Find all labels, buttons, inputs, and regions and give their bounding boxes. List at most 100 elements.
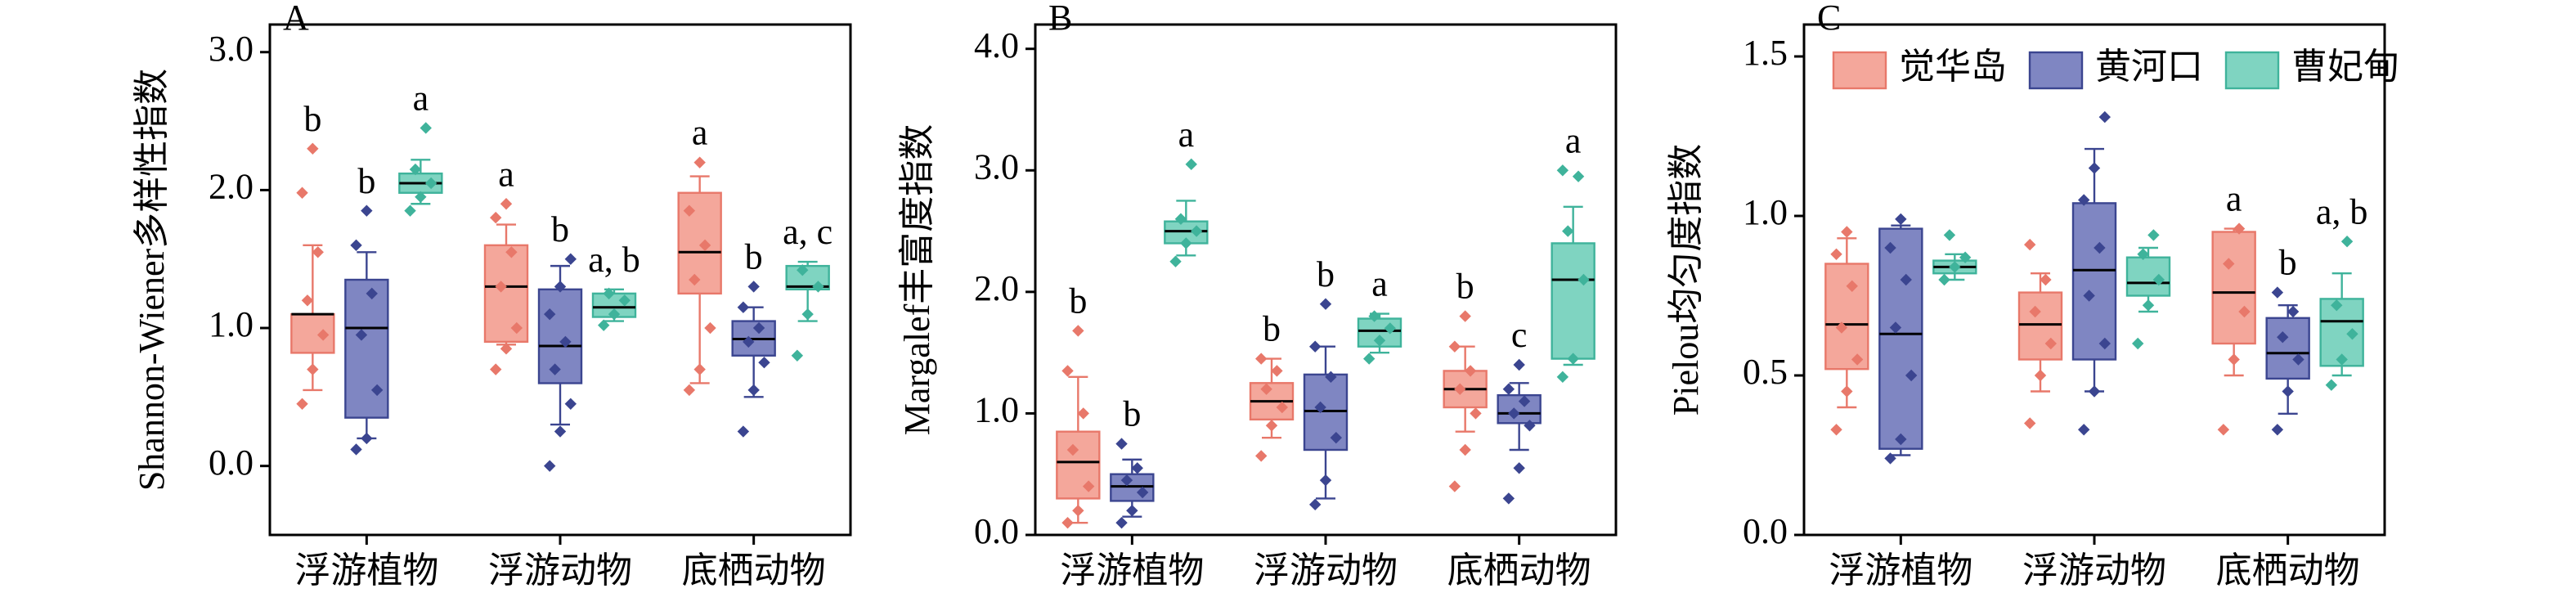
data-point bbox=[1330, 431, 1342, 444]
data-point bbox=[1072, 325, 1084, 337]
data-point bbox=[1513, 358, 1525, 371]
data-point bbox=[1115, 438, 1128, 450]
data-point bbox=[747, 281, 760, 293]
y-axis-label: Margalef丰富度指数 bbox=[897, 124, 937, 435]
data-point bbox=[355, 329, 368, 341]
significance-label: a bbox=[2226, 179, 2242, 219]
data-point bbox=[564, 253, 577, 265]
data-point bbox=[2083, 290, 2095, 302]
box bbox=[344, 278, 389, 419]
legend-label: 觉华岛 bbox=[1899, 47, 2007, 87]
x-tick-label: 浮游动物 bbox=[2022, 550, 2166, 591]
data-point bbox=[2142, 299, 2155, 312]
data-point bbox=[1363, 353, 1376, 365]
data-point bbox=[1384, 322, 1396, 335]
significance-label: a bbox=[413, 79, 429, 119]
data-point bbox=[1502, 492, 1515, 505]
box bbox=[1551, 242, 1595, 360]
data-point bbox=[1851, 353, 1864, 366]
significance-label: a, c bbox=[783, 212, 832, 252]
significance-label: a, b bbox=[2316, 191, 2368, 231]
data-point bbox=[1459, 443, 1471, 456]
data-point bbox=[2292, 353, 2304, 366]
data-point bbox=[404, 204, 416, 217]
significance-label: a, b bbox=[588, 240, 640, 280]
data-point bbox=[743, 335, 755, 348]
data-point bbox=[420, 122, 432, 134]
data-point bbox=[598, 319, 610, 331]
data-point bbox=[1126, 505, 1138, 517]
data-point bbox=[1309, 340, 1322, 353]
significance-label: a bbox=[1178, 115, 1195, 155]
data-point bbox=[801, 308, 814, 321]
y-tick-label: 1.0 bbox=[1743, 192, 1788, 232]
data-point bbox=[1841, 226, 1853, 238]
box bbox=[1824, 263, 1869, 371]
box bbox=[2017, 291, 2063, 361]
box bbox=[2265, 317, 2310, 380]
data-point bbox=[544, 460, 556, 472]
data-point bbox=[1373, 335, 1386, 347]
data-point bbox=[1464, 365, 1477, 377]
data-point bbox=[1314, 401, 1326, 414]
data-point bbox=[370, 384, 384, 397]
data-point bbox=[1448, 480, 1461, 492]
data-point bbox=[2282, 385, 2294, 398]
y-tick-label: 1.0 bbox=[209, 304, 254, 344]
data-point bbox=[689, 273, 701, 286]
data-point bbox=[1276, 401, 1288, 414]
data-point bbox=[2088, 385, 2101, 398]
data-point bbox=[1508, 407, 1520, 420]
legend-swatch bbox=[2224, 51, 2280, 90]
data-point bbox=[2223, 258, 2235, 270]
significance-label: b bbox=[551, 209, 569, 249]
data-point bbox=[1319, 474, 1332, 487]
legend-swatch bbox=[2028, 51, 2084, 90]
data-point bbox=[559, 335, 572, 348]
data-point bbox=[2271, 424, 2284, 436]
data-point bbox=[1577, 273, 1590, 286]
data-point bbox=[2331, 299, 2343, 312]
legend-label: 曹妃甸 bbox=[2291, 47, 2399, 87]
data-point bbox=[2233, 222, 2246, 235]
box bbox=[2071, 202, 2117, 361]
y-axis-label: Shannon-Wiener多样性指数 bbox=[132, 69, 172, 491]
data-point bbox=[1556, 371, 1569, 384]
data-point bbox=[1959, 251, 1972, 263]
data-point bbox=[409, 163, 422, 176]
data-point bbox=[1255, 353, 1268, 365]
data-point bbox=[683, 384, 696, 397]
box bbox=[677, 191, 722, 295]
box bbox=[1497, 393, 1542, 425]
data-point bbox=[1120, 474, 1133, 487]
data-point bbox=[1082, 480, 1095, 492]
data-point bbox=[361, 432, 373, 445]
data-point bbox=[1943, 229, 1956, 241]
data-point bbox=[797, 263, 809, 276]
data-point bbox=[296, 398, 308, 410]
data-point bbox=[693, 156, 706, 168]
data-point bbox=[495, 281, 507, 293]
data-point bbox=[1072, 505, 1084, 517]
legend-swatch bbox=[1832, 51, 1887, 90]
data-point bbox=[296, 186, 308, 199]
data-point bbox=[554, 425, 567, 438]
y-tick-label: 0.5 bbox=[1743, 352, 1788, 392]
data-point bbox=[2238, 305, 2251, 318]
data-point bbox=[1131, 462, 1143, 474]
data-point bbox=[307, 363, 319, 375]
significance-label: b bbox=[745, 237, 763, 277]
y-axis-label: Pielou均匀度指数 bbox=[1666, 144, 1706, 416]
significance-label: b bbox=[357, 161, 375, 201]
data-point bbox=[2271, 286, 2284, 299]
box bbox=[483, 244, 529, 344]
significance-label: a bbox=[498, 154, 514, 194]
data-point bbox=[2336, 353, 2348, 366]
data-point bbox=[361, 204, 373, 217]
data-point bbox=[1841, 385, 1853, 398]
data-point bbox=[2277, 331, 2289, 344]
data-point bbox=[2147, 229, 2160, 241]
data-point bbox=[1905, 369, 1918, 382]
data-point bbox=[1180, 237, 1192, 249]
significance-label: a bbox=[1371, 264, 1388, 304]
